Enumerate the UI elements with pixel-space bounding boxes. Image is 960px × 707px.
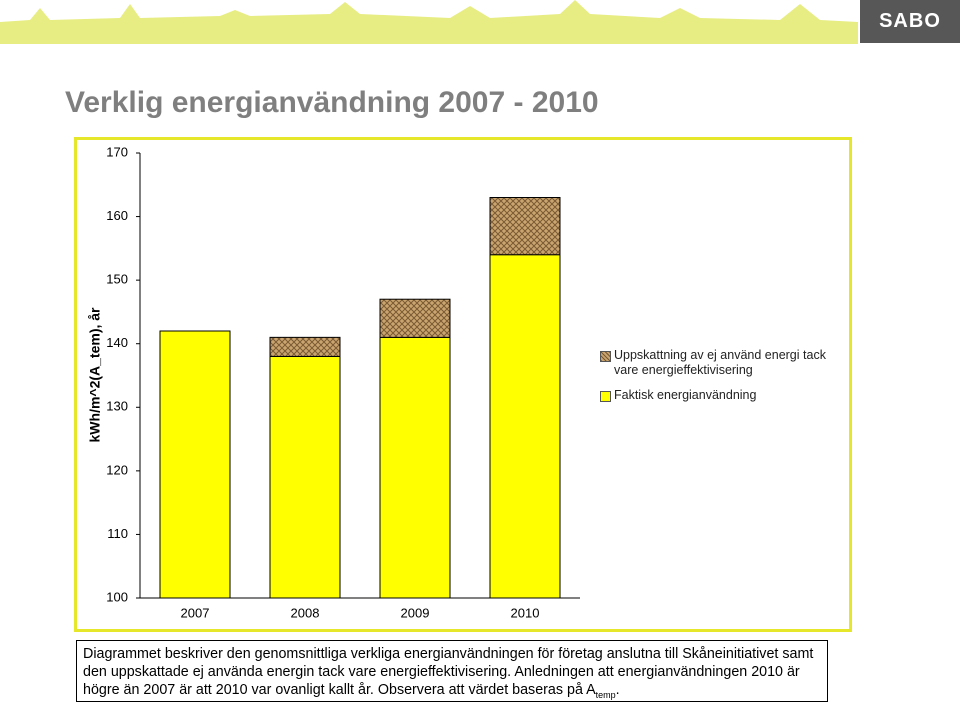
legend-swatch (600, 351, 611, 362)
bar-segment (269, 336, 341, 357)
chart-frame (74, 137, 852, 632)
caption-subscript: temp (595, 689, 616, 700)
bar-segment (379, 298, 451, 338)
x-tick-label: 2009 (401, 605, 430, 620)
bar-segment (489, 197, 561, 256)
caption-text: Diagrammet beskriver den genomsnittliga … (83, 646, 814, 698)
legend-label: Uppskattning av ej använd energi tack va… (614, 348, 826, 377)
bar-segment (379, 336, 451, 599)
legend-item: Faktisk energianvändning (600, 388, 840, 403)
y-tick-label: 140 (106, 335, 128, 350)
y-axis-label: kWh/m^2(A_tem), år (87, 307, 103, 443)
legend-swatch (600, 391, 611, 402)
y-tick-label: 130 (106, 399, 128, 414)
legend-item: Uppskattning av ej använd energi tack va… (600, 348, 840, 378)
x-tick-label: 2010 (511, 605, 540, 620)
bar-segment (489, 254, 561, 599)
x-tick-label: 2008 (291, 605, 320, 620)
caption: Diagrammet beskriver den genomsnittliga … (76, 640, 828, 702)
logo: SABO (860, 0, 960, 43)
caption-end: . (615, 682, 620, 698)
y-tick-label: 100 (106, 589, 128, 604)
chart-title: Verklig energianvändning 2007 - 2010 (65, 86, 599, 119)
chart: Verklig energianvändning 2007 - 2010 kWh… (0, 0, 858, 632)
y-tick-label: 150 (106, 272, 128, 287)
y-tick-label: 160 (106, 208, 128, 223)
y-tick-label: 120 (106, 462, 128, 477)
bar-segment (269, 355, 341, 599)
banner-skyline (0, 0, 858, 44)
x-tick-label: 2007 (181, 605, 210, 620)
y-tick-label: 170 (106, 144, 128, 159)
legend: Uppskattning av ej använd energi tack va… (600, 348, 840, 413)
bar-segment (159, 330, 231, 599)
y-tick-label: 110 (107, 526, 128, 541)
legend-label: Faktisk energianvändning (614, 388, 757, 402)
